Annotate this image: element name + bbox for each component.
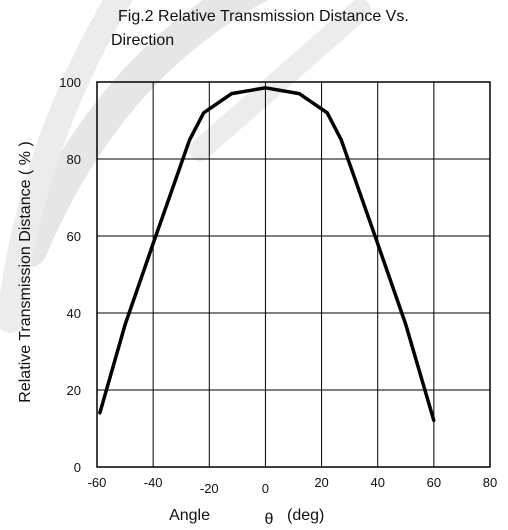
x-axis-label: Angle [169,507,210,524]
x-tick-label: 20 [314,475,328,490]
x-tick-label: 0 [262,481,269,496]
data-points [98,86,436,423]
chart-title-line-1: Fig.2 Relative Transmission Distance Vs. [118,8,409,25]
data-point [123,323,127,327]
x-tick-labels: -60 -40 -20 0 20 40 60 80 [88,475,498,496]
x-tick-label: -60 [88,475,107,490]
data-point [230,92,234,96]
data-point [404,323,408,327]
data-point [202,111,206,115]
y-tick-labels: 0 20 40 60 80 100 [59,75,81,475]
data-point [376,242,380,246]
x-tick-label: 80 [483,475,497,490]
data-point [98,411,102,415]
y-axis-label: Relative Transmission Distance ( % ) [17,141,34,402]
data-point [263,86,267,90]
series-line [98,86,436,422]
y-tick-label: 60 [67,229,81,244]
y-tick-label: 80 [67,152,81,167]
data-point [432,419,436,423]
x-tick-label: 60 [427,475,441,490]
plot-frame [96,81,491,468]
data-point [188,138,192,142]
y-tick-label: 20 [67,383,81,398]
y-tick-label: 100 [59,75,81,90]
x-axis-unit: (deg) [287,507,324,524]
chart-title-line-2: Direction [111,32,175,49]
x-tick-label: -20 [200,481,219,496]
data-point [297,92,301,96]
data-point [339,138,343,142]
x-axis-symbol: θ [265,511,274,528]
x-tick-label: -40 [144,475,163,490]
x-tick-label: 40 [370,475,384,490]
data-point [151,242,155,246]
y-tick-label: 40 [67,306,81,321]
y-tick-label: 0 [74,460,81,475]
data-point [325,111,329,115]
